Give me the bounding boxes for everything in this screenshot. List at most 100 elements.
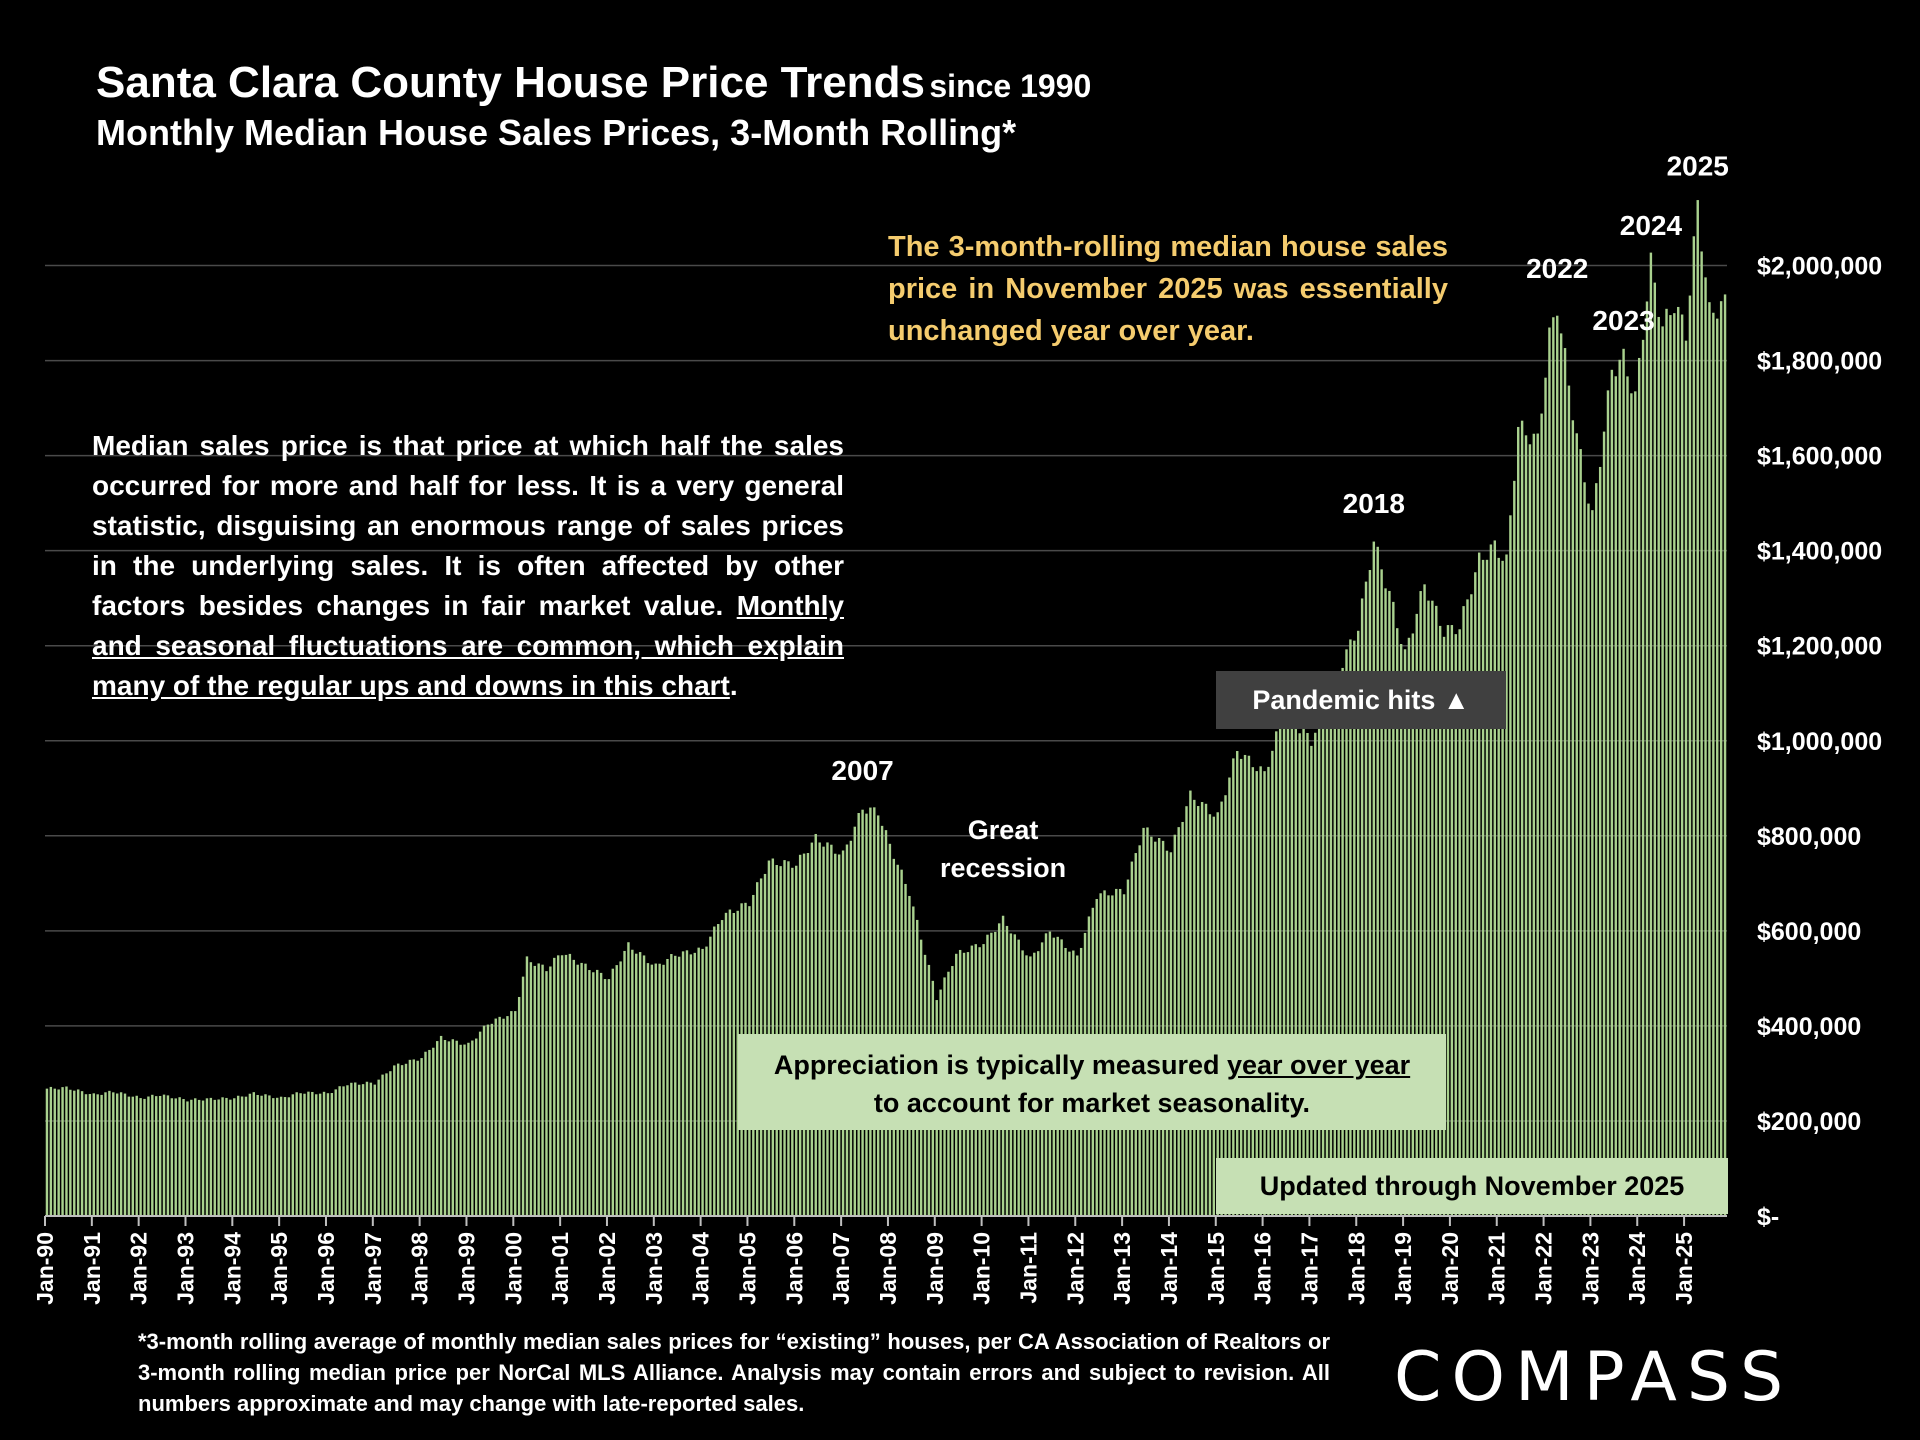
price-bar <box>104 1092 107 1216</box>
price-bar <box>1353 640 1356 1216</box>
price-bar <box>1224 795 1227 1216</box>
price-bar <box>1684 340 1688 1217</box>
price-bar <box>814 833 817 1216</box>
price-bar <box>1649 252 1653 1216</box>
price-bar <box>830 844 833 1216</box>
price-bar <box>1723 294 1727 1216</box>
price-bar <box>272 1098 275 1216</box>
y-tick-label: $1,000,000 <box>1757 728 1882 756</box>
price-bar <box>1477 552 1481 1216</box>
x-tick-label: Jan-15 <box>1203 1232 1229 1305</box>
price-bar <box>1278 724 1282 1216</box>
price-bar <box>170 1098 174 1216</box>
price-bar <box>404 1063 408 1216</box>
price-bar <box>1630 393 1633 1217</box>
price-bar <box>377 1079 380 1216</box>
price-bar <box>826 842 829 1216</box>
price-bar <box>326 1093 330 1216</box>
price-bar <box>1700 251 1703 1217</box>
price-bar <box>1228 777 1231 1216</box>
appreciation-end: to account for market seasonality. <box>873 1088 1311 1118</box>
price-bar <box>498 1016 501 1216</box>
price-bar <box>873 807 876 1216</box>
price-bar <box>76 1089 80 1216</box>
price-bar <box>275 1097 279 1216</box>
price-bar <box>701 948 704 1216</box>
price-bar <box>1708 302 1711 1216</box>
price-bar <box>615 965 618 1216</box>
price-bar <box>1271 750 1274 1216</box>
price-bar <box>1462 606 1465 1216</box>
price-bar <box>1146 827 1149 1216</box>
price-bar <box>494 1018 497 1216</box>
x-tick-label: Jan-92 <box>126 1232 152 1305</box>
appreciation-underlined: year over year <box>1227 1050 1411 1080</box>
x-tick-label: Jan-02 <box>594 1232 620 1305</box>
price-bar <box>506 1016 509 1216</box>
price-bar <box>135 1095 138 1216</box>
price-bar <box>1641 339 1645 1216</box>
price-bar <box>1263 771 1266 1216</box>
price-bar <box>451 1039 455 1216</box>
y-tick-label: $1,800,000 <box>1757 348 1882 376</box>
price-bar <box>732 912 736 1216</box>
y-tick-label: $2,000,000 <box>1757 253 1882 281</box>
price-bar <box>221 1097 224 1216</box>
price-bar <box>1345 649 1348 1216</box>
price-bar <box>338 1086 341 1216</box>
price-bar <box>654 963 657 1216</box>
price-bar <box>1653 282 1657 1216</box>
price-bar <box>182 1099 185 1216</box>
price-bar <box>428 1049 431 1216</box>
price-bar <box>1298 733 1301 1216</box>
price-bar <box>385 1073 388 1216</box>
price-bar <box>260 1095 263 1216</box>
y-tick-label: $600,000 <box>1757 918 1861 946</box>
price-bar <box>880 825 884 1216</box>
price-bar <box>467 1042 470 1216</box>
price-bar <box>1489 544 1493 1216</box>
price-bar <box>1415 613 1418 1216</box>
price-bar <box>1161 840 1165 1216</box>
price-bar <box>1306 733 1309 1216</box>
price-bar <box>1286 714 1290 1216</box>
price-bar <box>1610 369 1614 1216</box>
price-bar <box>635 953 638 1216</box>
x-tick-label: Jan-96 <box>313 1232 339 1305</box>
x-tick-label: Jan-16 <box>1250 1232 1276 1305</box>
price-bar <box>1380 569 1383 1216</box>
price-bar <box>1719 301 1723 1216</box>
price-bar <box>1446 625 1450 1216</box>
price-bar <box>1173 834 1176 1216</box>
compass-logo: COMPASS <box>1394 1338 1794 1417</box>
price-bar <box>1438 625 1442 1216</box>
price-bar <box>1579 449 1582 1216</box>
price-bar <box>201 1100 205 1216</box>
price-bar <box>1602 431 1606 1216</box>
price-bar <box>361 1084 365 1216</box>
price-bar <box>1384 588 1387 1216</box>
price-bar <box>607 979 611 1216</box>
x-tick-label: Jan-23 <box>1577 1232 1603 1305</box>
price-bar <box>248 1093 252 1216</box>
price-bar <box>88 1094 92 1216</box>
price-bar <box>365 1081 369 1216</box>
price-bar <box>599 972 603 1216</box>
price-bar <box>1302 728 1305 1216</box>
price-bar <box>693 952 696 1216</box>
x-tick-label: Jan-14 <box>1156 1232 1182 1305</box>
price-bar <box>713 926 716 1216</box>
price-bar <box>705 946 708 1216</box>
price-bar <box>412 1059 416 1216</box>
price-bar <box>865 813 868 1216</box>
price-bar <box>623 950 626 1216</box>
median-explanation-end: . <box>729 670 738 701</box>
price-bar <box>225 1097 228 1216</box>
price-bar <box>1532 433 1536 1216</box>
price-bar <box>1481 559 1485 1216</box>
price-bar <box>1376 546 1379 1216</box>
median-explanation-text: Median sales price is that price at whic… <box>92 430 844 621</box>
price-bar <box>420 1058 423 1216</box>
price-bar <box>525 956 529 1216</box>
